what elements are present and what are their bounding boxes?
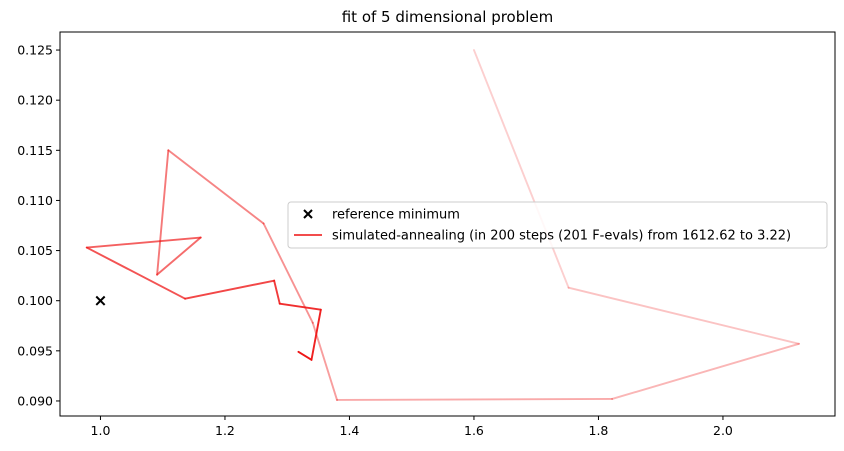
series-segment: [167, 149, 265, 225]
series-segment: [85, 236, 202, 249]
legend-series-label: simulated-annealing (in 200 steps (201 F…: [332, 229, 791, 244]
y-tick-label: 0.120: [17, 93, 53, 108]
series-segment: [184, 279, 276, 300]
legend-marker-stroke: [303, 209, 313, 219]
reference-minimum-marker: [95, 295, 106, 306]
y-tick-label: 0.090: [17, 393, 53, 408]
axes-frame: [59, 31, 836, 417]
x-tick-label: 1.2: [215, 423, 235, 438]
series-segment: [473, 49, 570, 289]
series-segment: [611, 342, 800, 400]
legend-reference-marker: [303, 209, 313, 219]
axes: 1.0 1.2 1.4 1.6 1.8 2.0 0.090 0.095 0.100 0.105 0.…: [17, 31, 836, 438]
series-segment: [567, 286, 800, 345]
series-segment: [85, 246, 187, 300]
x-tick-label: 1.6: [464, 423, 484, 438]
y-tick-label: 0.105: [17, 243, 53, 258]
chart-title: fit of 5 dimensional problem: [342, 8, 554, 26]
y-tick-label: 0.125: [17, 43, 53, 58]
x-tick-label: 2.0: [713, 423, 733, 438]
series-segment: [156, 149, 170, 276]
y-tick-label: 0.115: [17, 143, 53, 158]
y-tick-label: 0.110: [17, 193, 53, 208]
legend: reference minimum simulated-annealing (i…: [287, 201, 828, 249]
legend-reference-label: reference minimum: [332, 208, 460, 223]
series-segment: [310, 308, 322, 361]
x-tick-label: 1.8: [589, 423, 609, 438]
x-tick-label: 1.0: [91, 423, 111, 438]
series-segment: [278, 302, 322, 311]
plot-area: [85, 49, 800, 401]
reference-marker-stroke: [95, 295, 106, 306]
x-tick-label: 1.4: [340, 423, 360, 438]
series-segment: [262, 222, 314, 324]
y-tick-label: 0.100: [17, 293, 53, 308]
series-segment: [336, 398, 614, 401]
series-segment: [297, 350, 313, 361]
series-segment: [273, 279, 281, 305]
series-segment: [156, 236, 202, 276]
y-tick-label: 0.095: [17, 343, 53, 358]
legend-box: [287, 201, 828, 249]
